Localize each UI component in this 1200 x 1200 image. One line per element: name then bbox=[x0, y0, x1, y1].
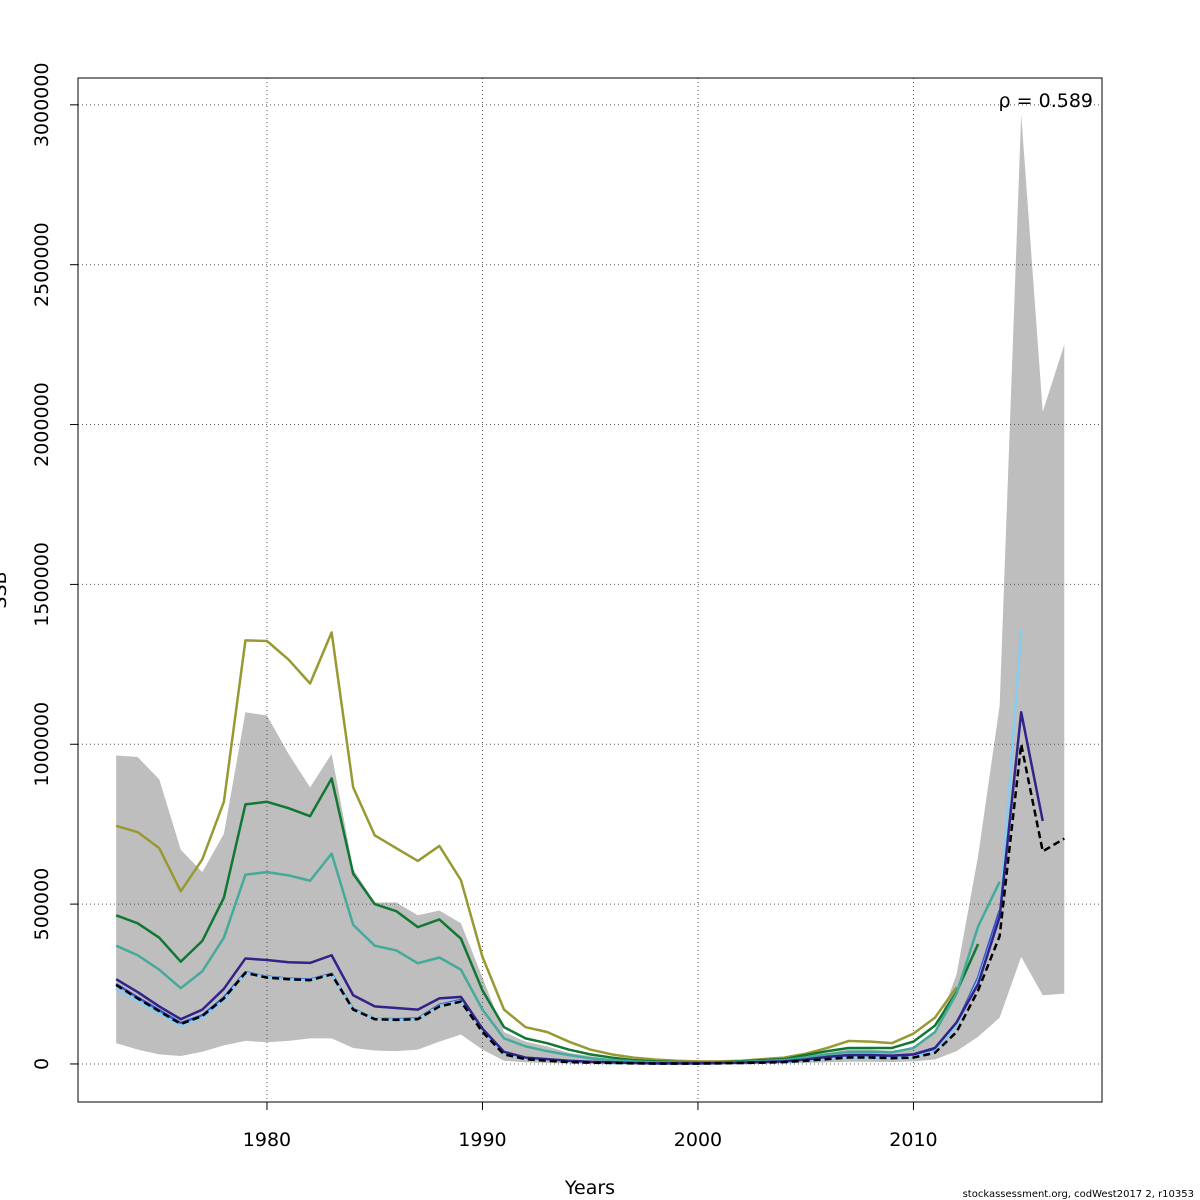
series-line bbox=[115, 777, 980, 1064]
confidence-band bbox=[116, 114, 1065, 1064]
y-tick-label: 1000000 bbox=[31, 702, 53, 787]
x-axis-label: Years bbox=[564, 1177, 615, 1199]
y-tick-label: 3000000 bbox=[31, 63, 53, 148]
y-tick-label: 1500000 bbox=[31, 542, 53, 627]
plot-area bbox=[78, 78, 1102, 1102]
series-line bbox=[115, 743, 1065, 1065]
y-axis-label: SSB bbox=[0, 571, 11, 608]
series-line bbox=[115, 711, 1044, 1065]
series-line bbox=[115, 631, 958, 1063]
y-tick-label: 0 bbox=[31, 1058, 53, 1070]
x-tick-label: 1990 bbox=[458, 1129, 506, 1151]
y-tick-label: 500000 bbox=[31, 868, 53, 941]
y-tick-label: 2500000 bbox=[31, 222, 53, 307]
x-tick-label: 1980 bbox=[243, 1129, 291, 1151]
annotation: ρ = 0.589 bbox=[999, 90, 1093, 112]
y-tick-label: 2000000 bbox=[31, 382, 53, 467]
footnote: stockassessment.org, codWest2017 2, r103… bbox=[963, 1189, 1194, 1200]
x-tick-label: 2000 bbox=[674, 1129, 722, 1151]
plot-frame bbox=[77, 77, 1103, 1103]
series-line bbox=[115, 852, 1001, 1065]
x-tick-label: 2010 bbox=[889, 1129, 937, 1151]
